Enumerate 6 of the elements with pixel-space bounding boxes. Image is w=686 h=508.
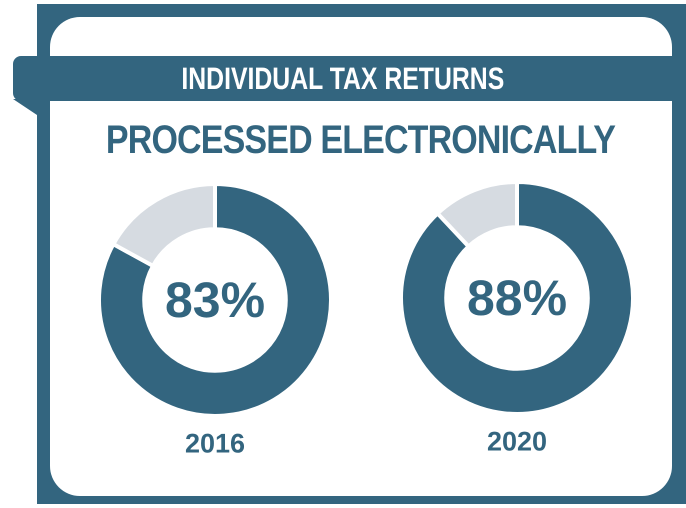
text: 2020 <box>486 426 548 456</box>
text: 88% <box>466 270 568 326</box>
text: 83% <box>164 272 266 328</box>
text: 2016 <box>184 428 246 458</box>
chart-subtitle: PROCESSED ELECTRONICALLY <box>106 118 616 163</box>
chart-title: INDIVIDUAL TAX RETURNS <box>181 60 504 96</box>
